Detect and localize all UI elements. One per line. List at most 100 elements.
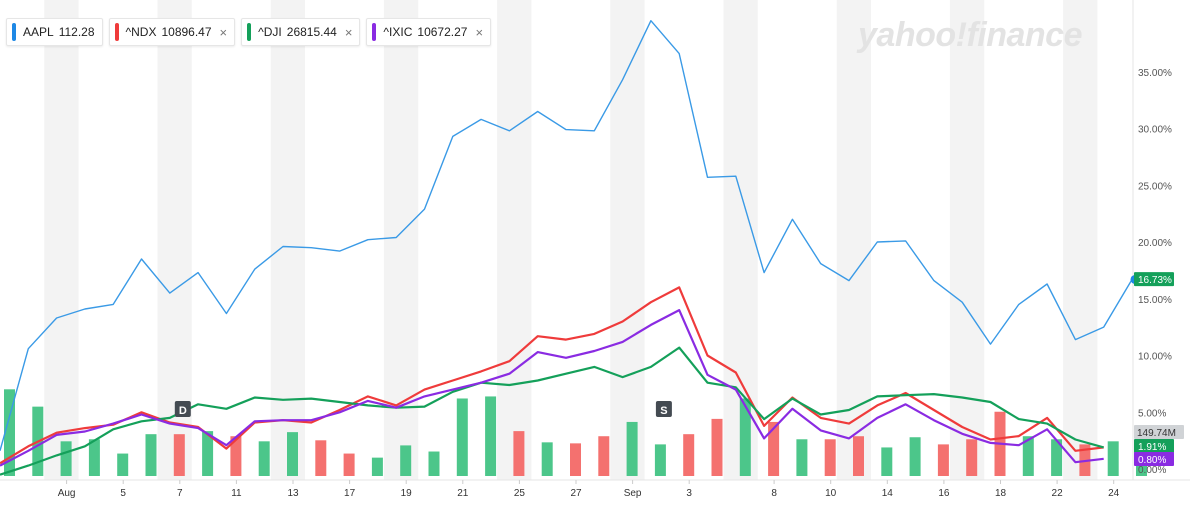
x-tick-label: 17 xyxy=(344,488,356,499)
remove-dji-button[interactable]: × xyxy=(344,24,353,40)
volume-badge xyxy=(1134,425,1184,439)
end-value-label: 0.80% xyxy=(1138,455,1166,466)
legend-symbol: ^NDX xyxy=(125,25,157,39)
volume-bar xyxy=(598,436,610,476)
series-line-aapl xyxy=(0,20,1133,451)
end-value-badge xyxy=(1134,439,1174,453)
volume-bar xyxy=(796,439,808,476)
y-tick-label: 25.00% xyxy=(1138,181,1172,192)
legend-chip-aapl[interactable]: AAPL 112.28 xyxy=(6,18,103,46)
volume-bar xyxy=(1051,439,1063,476)
volume-bar xyxy=(202,431,214,476)
end-value-badge xyxy=(1134,272,1174,287)
legend-swatch xyxy=(12,23,16,41)
x-tick-label: Aug xyxy=(58,488,76,499)
volume-bar xyxy=(654,444,666,476)
legend-symbol: ^DJI xyxy=(258,25,282,39)
y-tick-label: 10.00% xyxy=(1138,352,1172,363)
volume-bar xyxy=(853,436,864,476)
remove-ndx-button[interactable]: × xyxy=(219,24,228,40)
y-tick-label: 15.00% xyxy=(1138,295,1172,306)
legend-swatch xyxy=(114,23,119,41)
x-tick-label: 10 xyxy=(825,488,837,499)
volume-bar xyxy=(1107,441,1119,476)
x-tick-label: 27 xyxy=(570,488,582,499)
volume-bar xyxy=(258,441,270,476)
x-tick-label: 7 xyxy=(177,488,183,499)
event-marker-label: D xyxy=(179,405,187,417)
legend-swatch xyxy=(372,23,377,41)
week-band xyxy=(836,0,871,480)
legend-value: 112.28 xyxy=(58,25,95,39)
volume-bar xyxy=(428,451,440,476)
volume-bar xyxy=(626,421,638,476)
legend-swatch xyxy=(247,23,252,41)
legend-value: 26815.44 xyxy=(286,25,337,39)
volume-bar xyxy=(456,398,468,476)
volume-bar xyxy=(937,444,949,476)
volume-bar xyxy=(145,434,157,476)
end-value-label: 16.73% xyxy=(1138,275,1172,286)
end-value-badge xyxy=(1134,452,1174,466)
y-tick-label: 35.00% xyxy=(1138,68,1172,79)
volume-bar xyxy=(173,434,185,476)
volume-bar xyxy=(371,457,383,476)
volume-bar xyxy=(287,432,298,476)
volume-bar xyxy=(400,445,412,476)
volume-bar xyxy=(909,437,921,476)
volume-bar xyxy=(966,439,978,476)
y-tick-label: 20.00% xyxy=(1138,238,1172,249)
week-band xyxy=(497,0,532,480)
week-band xyxy=(44,0,79,480)
x-tick-label: Sep xyxy=(624,488,642,499)
event-marker-label: S xyxy=(660,405,667,417)
volume-bar xyxy=(1022,436,1034,476)
x-tick-label: 5 xyxy=(120,488,126,499)
volume-bar xyxy=(768,421,780,476)
week-band xyxy=(610,0,645,480)
x-tick-label: 21 xyxy=(457,488,469,499)
x-tick-label: 25 xyxy=(514,488,526,499)
volume-bar xyxy=(315,440,327,476)
series-line-ixic xyxy=(0,309,1104,467)
week-band xyxy=(157,0,192,480)
legend-symbol: AAPL xyxy=(23,25,54,39)
y-tick-label: 0.00% xyxy=(1138,465,1166,476)
volume-bar xyxy=(881,447,893,476)
volume-bar xyxy=(88,439,100,476)
remove-ixic-button[interactable]: × xyxy=(475,24,484,40)
legend-chip-ixic[interactable]: ^IXIC 10672.27 × xyxy=(366,18,492,46)
volume-bar xyxy=(570,443,581,476)
x-tick-label: 16 xyxy=(938,488,950,499)
volume-bar xyxy=(117,453,129,476)
volume-bar xyxy=(513,431,525,476)
x-tick-label: 22 xyxy=(1052,488,1064,499)
x-tick-label: 19 xyxy=(401,488,413,499)
x-tick-label: 14 xyxy=(882,488,894,499)
legend-value: 10672.27 xyxy=(417,25,468,39)
volume-bar xyxy=(824,439,836,476)
y-tick-label: 30.00% xyxy=(1138,125,1172,136)
volume-badge-label: 149.74M xyxy=(1137,428,1176,439)
volume-bar xyxy=(711,418,723,476)
week-band xyxy=(270,0,305,480)
x-tick-label: 13 xyxy=(287,488,299,499)
week-band xyxy=(949,0,985,480)
legend-symbol: ^IXIC xyxy=(383,25,413,39)
legend-chip-dji[interactable]: ^DJI 26815.44 × xyxy=(241,18,361,46)
volume-bar xyxy=(4,389,15,476)
volume-bar xyxy=(343,453,355,476)
legend-chip-ndx[interactable]: ^NDX 10896.47 × xyxy=(108,18,236,46)
x-tick-label: 3 xyxy=(686,488,692,499)
volume-bar xyxy=(739,398,751,476)
event-marker xyxy=(655,401,672,417)
yahoo-finance-watermark: yahoo!finance xyxy=(858,16,1082,54)
week-band xyxy=(1063,0,1098,480)
y-tick-label: 5.00% xyxy=(1138,408,1166,419)
x-tick-label: 24 xyxy=(1108,488,1120,499)
x-tick-label: 18 xyxy=(995,488,1007,499)
volume-bar xyxy=(485,396,497,476)
x-tick-label: 11 xyxy=(231,488,242,499)
